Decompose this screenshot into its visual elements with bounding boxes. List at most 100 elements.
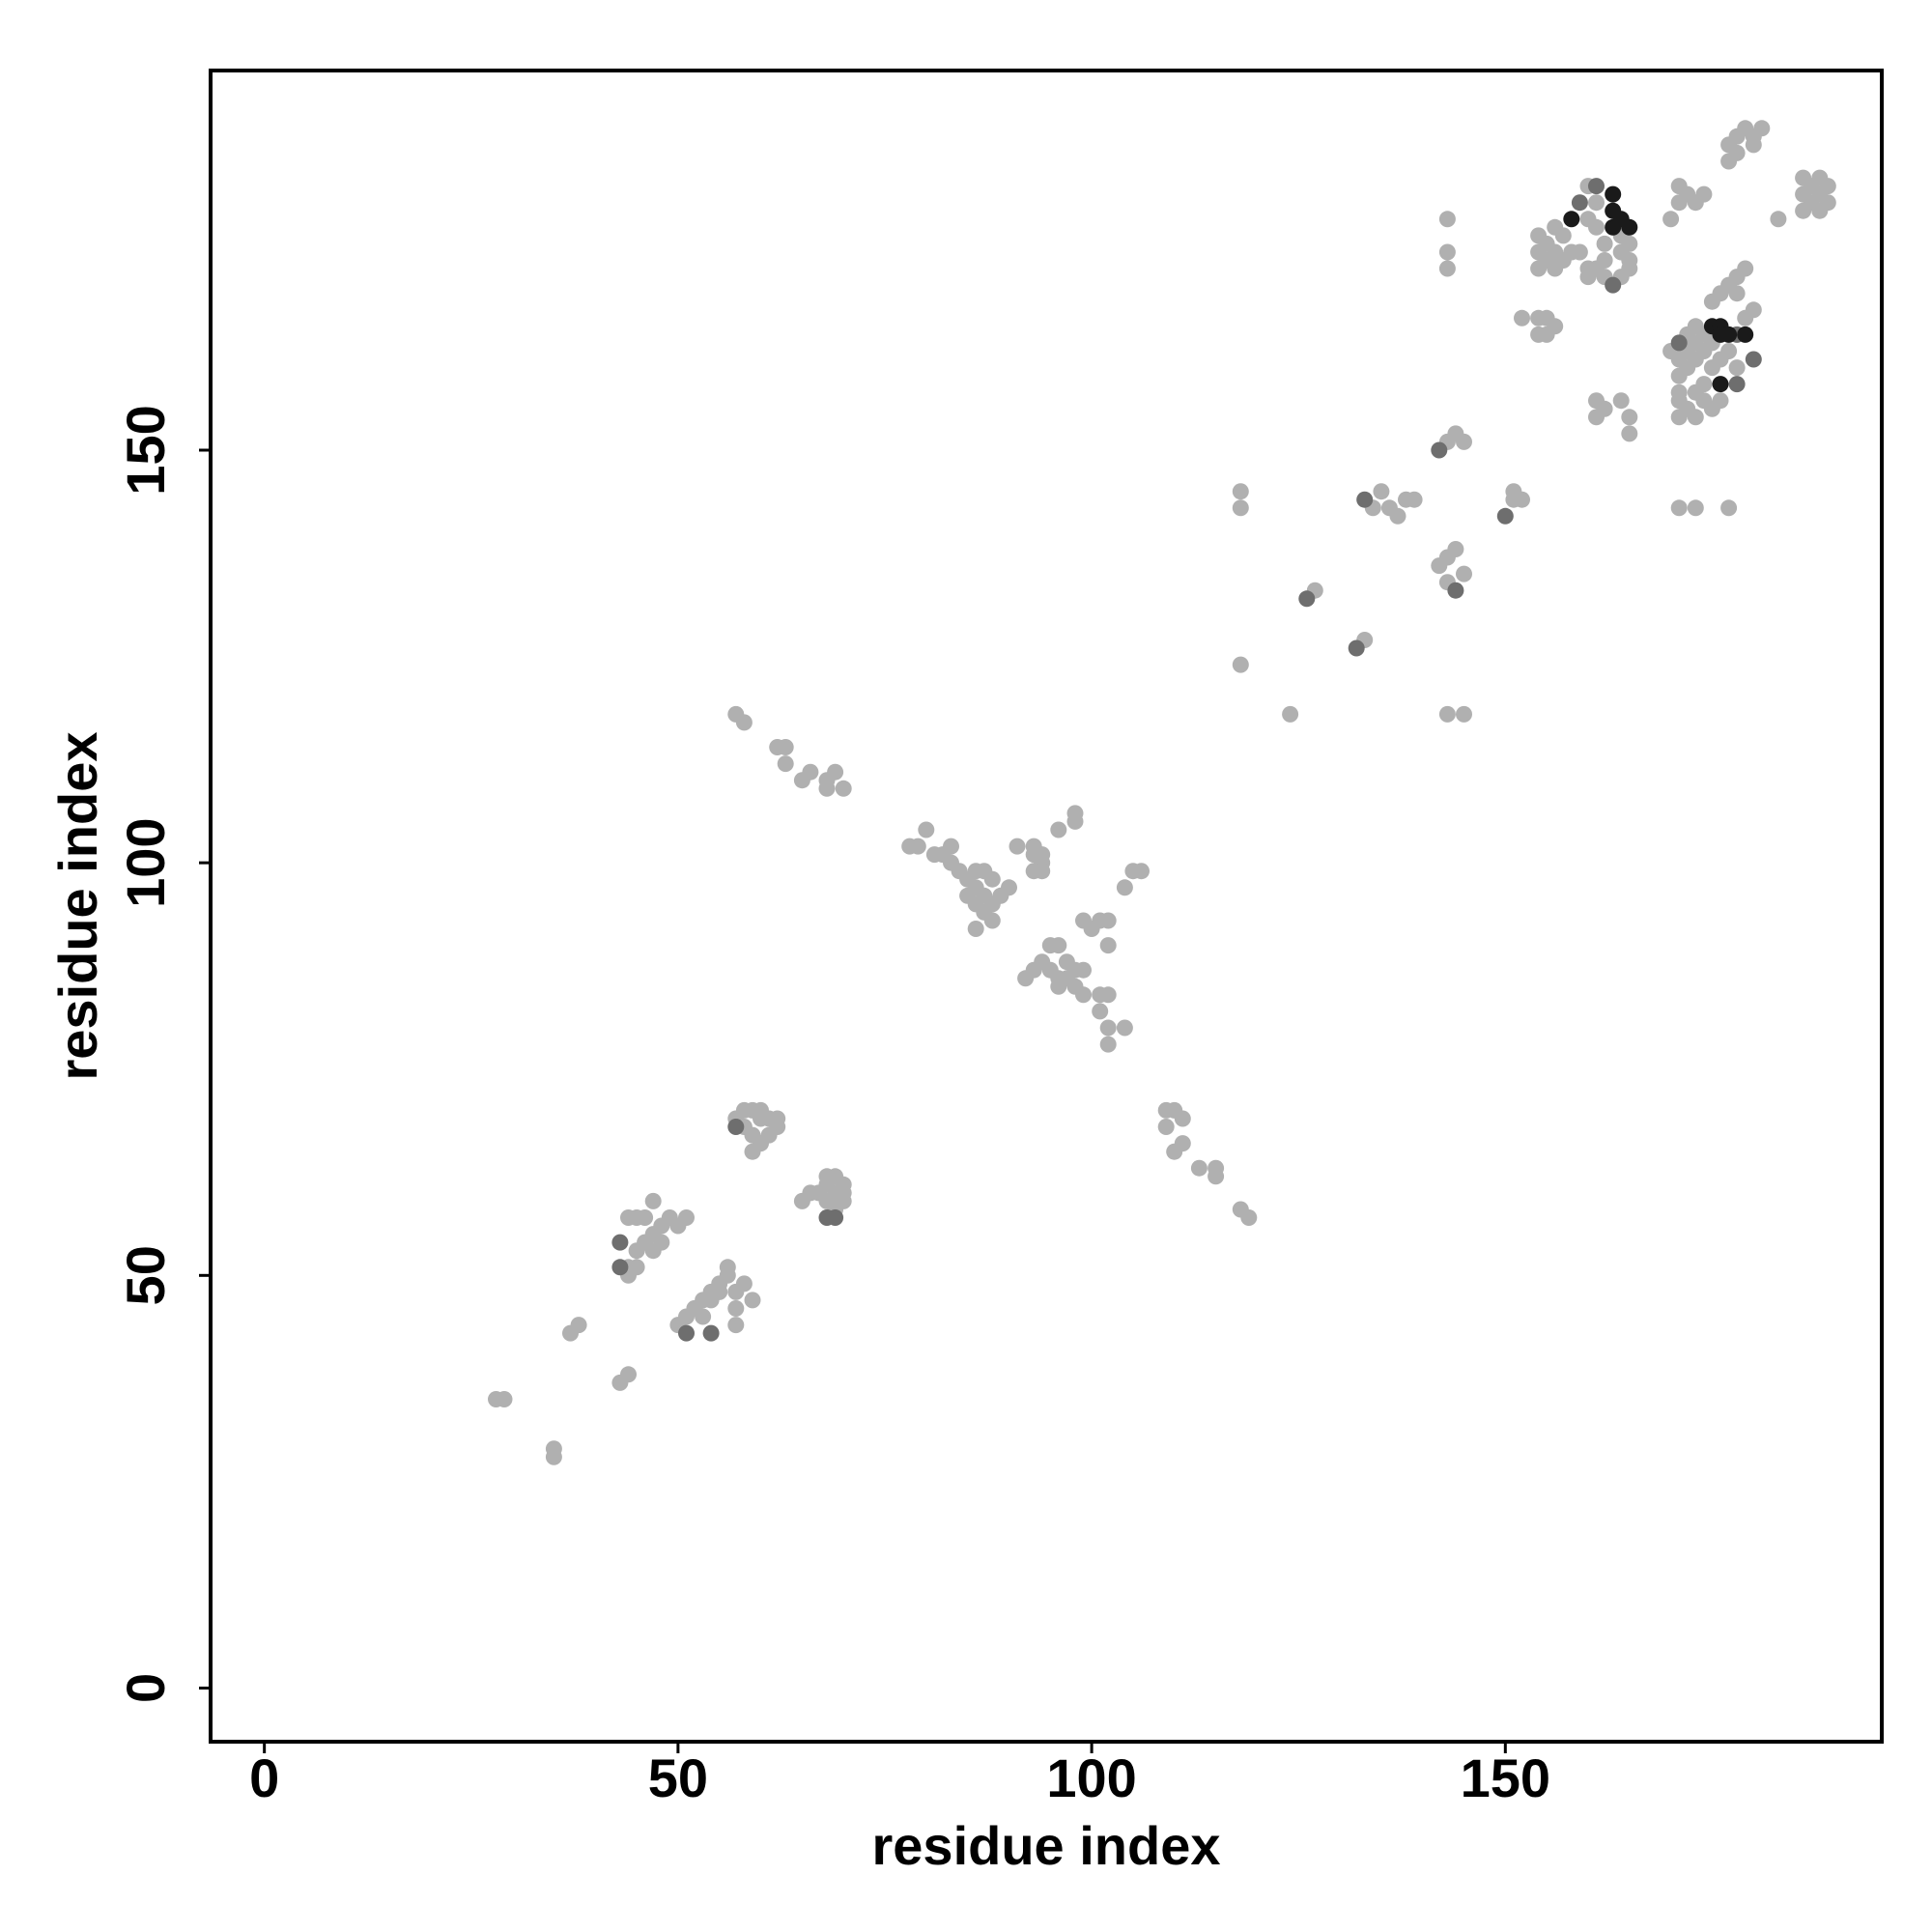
data-point <box>760 1126 778 1144</box>
data-point <box>1737 326 1754 343</box>
data-point <box>1662 211 1680 228</box>
data-point <box>835 1176 852 1193</box>
data-point <box>1075 986 1092 1004</box>
data-point <box>1282 705 1299 723</box>
data-point <box>644 1192 662 1209</box>
data-point <box>1232 483 1249 500</box>
data-point <box>1720 326 1738 343</box>
y-axis: 0 50 100 150 <box>115 405 211 1703</box>
y-axis-title: residue index <box>47 731 108 1080</box>
data-point <box>1431 441 1448 459</box>
data-point <box>611 1234 629 1251</box>
data-point <box>744 1292 761 1309</box>
data-point <box>1720 343 1738 359</box>
y-tick-label: 0 <box>115 1673 176 1703</box>
data-point <box>1728 285 1746 302</box>
data-point <box>735 1275 753 1293</box>
data-point <box>702 1324 720 1342</box>
data-point <box>1496 507 1514 525</box>
data-point <box>769 1110 786 1127</box>
x-tick-label: 0 <box>249 1747 279 1808</box>
data-point <box>1819 194 1836 212</box>
data-point <box>1596 252 1613 269</box>
data-point <box>678 1209 695 1226</box>
data-point <box>1438 705 1456 723</box>
data-point <box>1571 243 1588 261</box>
data-point <box>719 1259 736 1276</box>
data-point <box>1456 565 1472 582</box>
data-point <box>1670 334 1688 352</box>
data-point <box>620 1366 637 1383</box>
data-point <box>1695 185 1713 203</box>
data-point <box>1099 937 1117 954</box>
x-axis-title: residue index <box>871 1815 1220 1876</box>
data-point <box>496 1391 513 1407</box>
data-point <box>702 1292 720 1309</box>
data-point <box>1687 499 1704 517</box>
data-point <box>1050 821 1067 838</box>
data-point <box>735 714 753 731</box>
data-point <box>777 739 794 755</box>
data-point <box>653 1234 670 1251</box>
data-point <box>1116 1019 1133 1037</box>
data-point <box>802 763 819 781</box>
data-point <box>1670 499 1688 517</box>
data-points <box>488 120 1836 1465</box>
data-point <box>777 755 794 773</box>
data-point <box>695 1308 712 1325</box>
data-point <box>1605 185 1622 203</box>
data-point <box>1505 483 1522 500</box>
data-point <box>1745 301 1762 319</box>
x-tick-label: 100 <box>1046 1747 1136 1808</box>
data-point <box>1298 590 1316 608</box>
data-point <box>1240 1209 1258 1226</box>
data-point <box>1389 507 1406 525</box>
data-point <box>1174 1110 1191 1127</box>
data-point <box>1099 912 1117 929</box>
data-point <box>1447 541 1464 557</box>
data-point <box>637 1209 654 1226</box>
data-point <box>1588 218 1605 236</box>
data-point <box>1208 1168 1225 1185</box>
data-point <box>1373 483 1390 500</box>
data-point <box>1621 218 1638 236</box>
data-point <box>943 838 959 855</box>
data-point <box>1099 1036 1117 1053</box>
data-point <box>1232 499 1249 517</box>
data-point <box>1116 879 1133 896</box>
data-point <box>1009 838 1026 855</box>
data-point <box>918 821 935 838</box>
data-point <box>1514 309 1530 327</box>
data-point <box>1456 705 1472 723</box>
data-point <box>1001 879 1017 896</box>
data-point <box>1753 120 1771 137</box>
plot-frame <box>209 69 1884 1744</box>
data-point <box>1092 1003 1109 1020</box>
y-tick-label: 50 <box>115 1245 176 1305</box>
data-point <box>1745 351 1762 368</box>
data-point <box>818 1192 836 1209</box>
data-point <box>1034 846 1051 864</box>
data-point <box>1728 359 1746 377</box>
data-point <box>1687 409 1704 426</box>
data-point <box>1438 243 1456 261</box>
data-point <box>727 1119 745 1135</box>
data-point <box>1770 211 1787 228</box>
data-point <box>1133 863 1150 880</box>
data-point <box>1621 409 1638 426</box>
data-point <box>1596 400 1613 417</box>
data-point <box>1720 153 1738 170</box>
data-point <box>827 1209 844 1226</box>
data-point <box>1174 1135 1191 1152</box>
data-point <box>1621 425 1638 442</box>
data-point <box>1406 491 1423 508</box>
data-point <box>1579 260 1597 277</box>
data-point <box>1712 376 1729 393</box>
data-point <box>1050 937 1067 954</box>
data-point <box>1099 986 1117 1004</box>
data-point <box>727 1317 745 1334</box>
data-point <box>1066 812 1084 830</box>
data-point <box>1720 499 1738 517</box>
